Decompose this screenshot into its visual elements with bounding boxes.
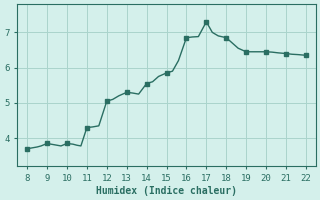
X-axis label: Humidex (Indice chaleur): Humidex (Indice chaleur) [96,186,237,196]
